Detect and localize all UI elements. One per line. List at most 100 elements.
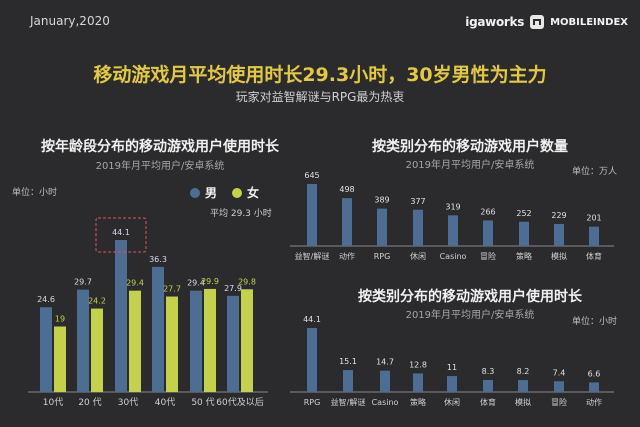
genre-bar-1-4 xyxy=(448,215,458,246)
genre-category-1-1: 动作 xyxy=(339,251,355,261)
genre-category-1-7: 模拟 xyxy=(551,251,567,261)
genre-bar-2-7 xyxy=(554,381,564,392)
highlight-box xyxy=(95,217,147,253)
genre-category-1-0: 益智/解谜 xyxy=(295,251,330,261)
genre-category-1-3: 休闲 xyxy=(410,251,426,261)
label-male-5: 27.9 xyxy=(224,284,242,293)
genre-time-title: 按类别分布的移动游戏用户使用时长 xyxy=(358,289,582,305)
genre-value-1-5: 266 xyxy=(480,207,495,216)
bar-female-0 xyxy=(54,326,66,392)
genre-users-title: 按类别分布的移动游戏用户数量 xyxy=(372,139,568,155)
label-female-0: 19 xyxy=(55,315,65,324)
genre-value-2-6: 8.2 xyxy=(517,367,530,376)
label-female-3: 27.7 xyxy=(163,285,181,294)
genre-value-1-8: 201 xyxy=(586,214,601,223)
bar-male-2 xyxy=(115,240,127,392)
genre-bar-2-0 xyxy=(307,328,317,392)
genre-bar-1-0 xyxy=(307,184,317,246)
mobileindex-logo: MOBILEINDEX xyxy=(550,16,628,28)
average-label: 平均 29.3 小时 xyxy=(210,209,272,219)
brand-logos: igaworks MOBILEINDEX xyxy=(465,12,628,32)
label-female-4: 29.9 xyxy=(201,277,219,286)
bar-female-1 xyxy=(91,308,103,392)
genre-bar-1-7 xyxy=(554,223,564,246)
bar-male-5 xyxy=(227,295,239,392)
age-chart-unit: 单位：小时 xyxy=(12,188,58,198)
genre-users-unit: 单位：万人 xyxy=(572,167,618,177)
genre-value-1-1: 498 xyxy=(339,185,354,194)
genre-category-1-4: Casino xyxy=(440,252,467,261)
genre-value-2-1: 15.1 xyxy=(339,357,357,366)
genre-value-2-3: 12.8 xyxy=(409,360,427,369)
genre-value-1-7: 229 xyxy=(551,211,566,220)
label-male-1: 29.7 xyxy=(74,278,92,287)
legend-male-dot xyxy=(190,187,200,198)
genre-users-subtitle: 2019年月平均用户/安卓系统 xyxy=(405,160,535,171)
genre-bar-1-3 xyxy=(413,209,423,246)
bar-female-4 xyxy=(204,288,216,392)
age-chart-subtitle: 2019年月平均用户/安卓系统 xyxy=(95,161,225,172)
genre-value-2-0: 44.1 xyxy=(303,315,321,324)
label-male-0: 24.6 xyxy=(37,295,55,304)
genre-bar-2-3 xyxy=(413,373,423,392)
genre-category-2-0: RPG xyxy=(304,398,321,407)
age-category-3: 40代 xyxy=(155,397,175,408)
label-male-4: 29.4 xyxy=(187,279,205,288)
genre-time-subtitle: 2019年月平均用户/安卓系统 xyxy=(405,310,535,321)
genre-bar-1-6 xyxy=(519,221,529,246)
bar-female-5 xyxy=(241,289,253,392)
genre-value-2-2: 14.7 xyxy=(376,358,394,367)
bar-female-3 xyxy=(166,296,178,392)
genre-value-2-7: 7.4 xyxy=(553,368,566,377)
genre-category-1-2: RPG xyxy=(374,252,391,261)
bar-male-4 xyxy=(190,290,202,392)
genre-bar-1-2 xyxy=(377,208,387,246)
genre-category-2-1: 益智/解谜 xyxy=(331,397,366,407)
genre-category-2-2: Casino xyxy=(372,398,399,407)
legend-female: 女 xyxy=(232,184,259,201)
genre-bar-2-8 xyxy=(589,382,599,392)
genre-value-1-4: 319 xyxy=(445,202,460,211)
page-subtitle: 玩家对益智解谜与RPG最为热衷 xyxy=(235,90,405,104)
legend-male-label: 男 xyxy=(205,186,218,200)
legend-female-label: 女 xyxy=(247,186,260,200)
genre-bar-1-8 xyxy=(589,226,599,246)
genre-value-2-8: 6.6 xyxy=(588,369,601,378)
genre-bar-1-1 xyxy=(342,198,352,246)
genre-category-2-5: 体育 xyxy=(480,397,496,407)
label-female-1: 24.2 xyxy=(88,297,106,306)
genre-value-1-0: 645 xyxy=(304,171,319,180)
genre-bar-2-4 xyxy=(447,376,457,392)
age-category-1: 20 代 xyxy=(78,397,101,408)
bar-female-2 xyxy=(129,290,141,392)
age-chart-title: 按年龄段分布的移动游戏用户使用时长 xyxy=(41,139,279,155)
genre-category-1-8: 体育 xyxy=(586,251,602,261)
genre-bar-2-6 xyxy=(518,380,528,392)
genre-category-2-4: 休闲 xyxy=(444,397,460,407)
bar-male-3 xyxy=(152,266,164,392)
label-male-2: 44.1 xyxy=(112,228,130,237)
genre-time-unit: 单位：小时 xyxy=(572,317,618,327)
genre-value-1-6: 252 xyxy=(516,209,531,218)
bar-male-1 xyxy=(77,289,89,392)
genre-bar-1-5 xyxy=(483,220,493,246)
genre-category-1-5: 冒险 xyxy=(480,251,496,261)
genre-bar-2-1 xyxy=(343,370,353,392)
report-date: January,2020 xyxy=(30,14,110,28)
genre-value-1-3: 377 xyxy=(410,197,425,206)
genre-bar-2-5 xyxy=(483,379,493,392)
genre-value-2-5: 8.3 xyxy=(482,367,495,376)
age-category-4: 50 代 xyxy=(191,397,214,408)
igaworks-logo: igaworks xyxy=(465,15,525,29)
genre-category-1-6: 策略 xyxy=(516,251,532,261)
legend-female-dot xyxy=(232,187,242,198)
genre-value-1-2: 389 xyxy=(374,196,389,205)
age-category-2: 30代 xyxy=(118,397,138,408)
mobileindex-icon xyxy=(530,15,545,29)
label-female-5: 29.8 xyxy=(238,277,256,286)
genre-value-2-4: 11 xyxy=(447,363,457,372)
genre-category-2-3: 策略 xyxy=(410,397,426,407)
age-category-0: 10代 xyxy=(43,397,63,408)
